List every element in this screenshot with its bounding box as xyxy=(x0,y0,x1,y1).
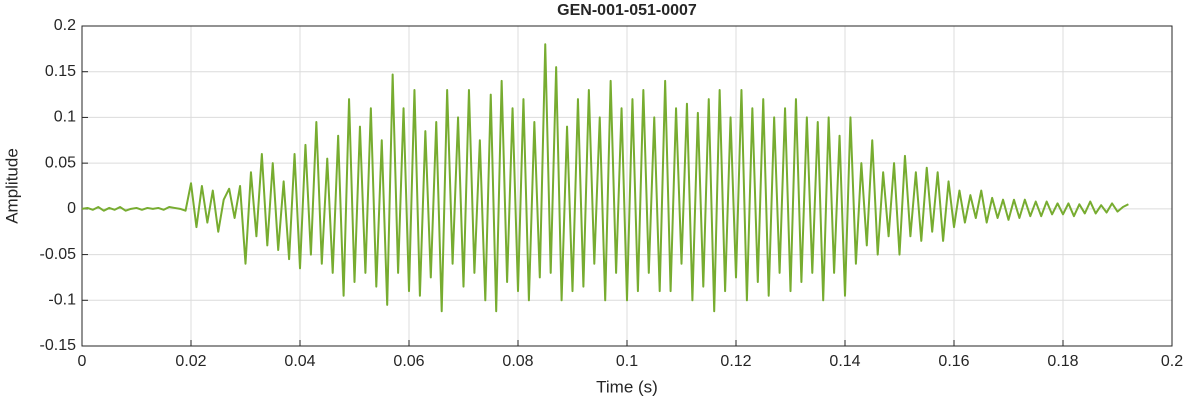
x-tick-label: 0.16 xyxy=(938,353,969,370)
waveform-line xyxy=(81,43,1129,313)
x-tick-label: 0.2 xyxy=(1161,353,1183,370)
x-tick-label: 0.06 xyxy=(393,353,424,370)
x-tick-label: 0.18 xyxy=(1047,353,1078,370)
y-tick-label: -0.05 xyxy=(40,246,77,263)
x-tick-label: 0.12 xyxy=(720,353,751,370)
x-tick-label: 0.1 xyxy=(616,353,638,370)
x-tick-label: 0.14 xyxy=(829,353,860,370)
x-tick-label: 0.02 xyxy=(175,353,206,370)
y-axis-label: Amplitude xyxy=(2,148,21,224)
y-tick-label: 0.15 xyxy=(45,63,76,80)
chart-title: GEN-001-051-0007 xyxy=(557,2,697,19)
x-axis-label: Time (s) xyxy=(596,377,658,396)
x-tick-label: 0 xyxy=(78,353,87,370)
y-tick-label: 0 xyxy=(67,200,76,217)
x-tick-label: 0.08 xyxy=(502,353,533,370)
y-tick-label: 0.05 xyxy=(45,154,76,171)
y-tick-label: 0.1 xyxy=(54,109,76,126)
y-tick-label: -0.15 xyxy=(40,337,77,354)
x-tick-label: 0.04 xyxy=(284,353,315,370)
y-tick-label: 0.2 xyxy=(54,17,76,34)
plot-frame xyxy=(81,25,1173,347)
y-tick-label: -0.1 xyxy=(48,292,76,309)
